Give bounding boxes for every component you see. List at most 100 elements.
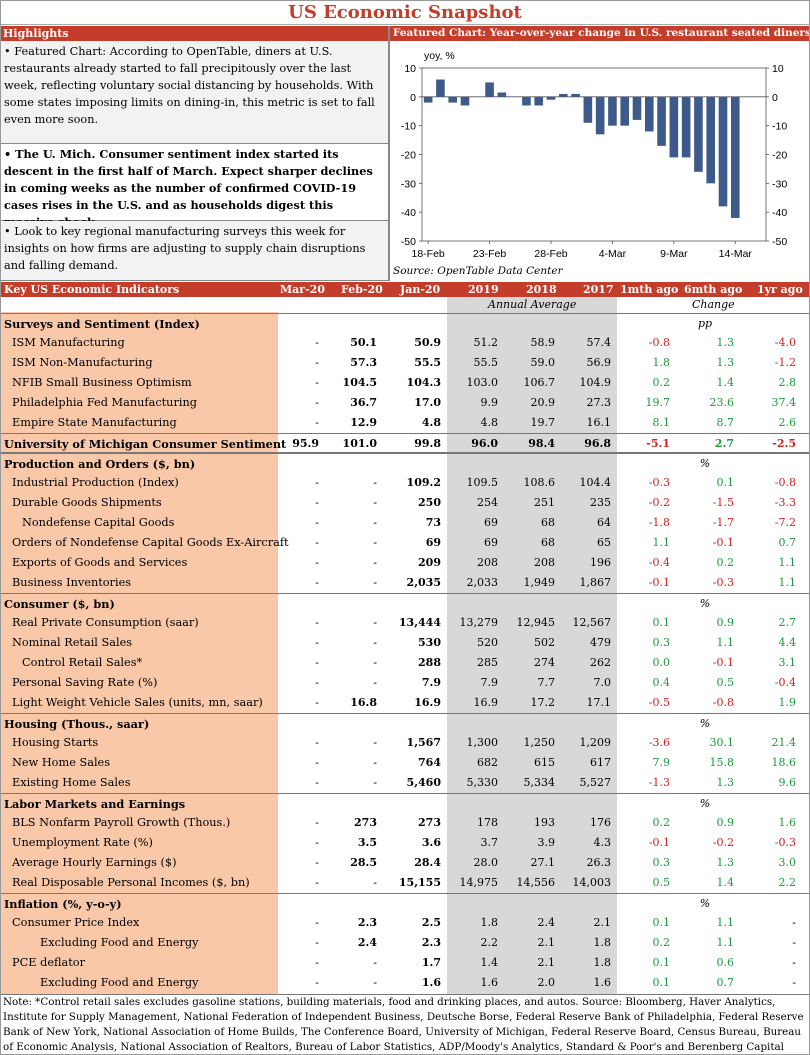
cell-value: 108.6 [523, 476, 556, 489]
change-value: 1.3 [716, 356, 735, 369]
cell-value: 9.9 [480, 396, 499, 409]
change-value: -0.8 [712, 696, 734, 709]
cell-value: - [373, 496, 377, 509]
change-value: -4.0 [774, 336, 796, 349]
section-title: Housing (Thous., saar) [4, 717, 150, 731]
cell-value: 58.9 [530, 336, 556, 349]
change-value: 2.7 [714, 437, 734, 450]
x-tick-label: 28-Feb [534, 248, 567, 260]
change-value: 1.8 [652, 356, 671, 369]
x-tick-label: 23-Feb [473, 248, 506, 260]
cell-value: 69 [484, 516, 498, 529]
section-header: Consumer ($, bn)% [0, 593, 810, 613]
cell-value: - [315, 756, 319, 769]
change-value: -0.3 [648, 476, 670, 489]
change-value: 9.6 [778, 776, 797, 789]
row-label: ISM Manufacturing [12, 336, 125, 349]
change-value: -0.1 [712, 656, 734, 669]
cell-value: - [315, 736, 319, 749]
cell-value: 98.4 [528, 437, 555, 450]
cell-value: 273 [418, 816, 441, 829]
cell-value: - [373, 956, 377, 969]
cell-value: 16.9 [414, 696, 441, 709]
cell-value: 1.6 [593, 976, 612, 989]
change-value: -3.3 [774, 496, 796, 509]
cell-value: 56.9 [586, 356, 612, 369]
row-label: Average Hourly Earnings ($) [12, 856, 177, 869]
chart-bar [644, 96, 654, 132]
table-row: ISM Manufacturing - 50.1 50.9 51.2 58.9 57.4 -0… [0, 333, 810, 353]
cell-value: 7.9 [421, 676, 441, 689]
cell-value: 7.0 [593, 676, 612, 689]
table-row: Exports of Goods and Services - - 209 208 208… [0, 553, 810, 573]
cell-value: 1,300 [466, 736, 499, 749]
change-value: 0.7 [778, 536, 797, 549]
chart-bar [522, 96, 531, 106]
row-label: Housing Starts [12, 736, 99, 749]
cell-value: 502 [534, 636, 555, 649]
y-tick-label-right: 0 [772, 92, 778, 104]
y-tick-label-right: -30 [772, 178, 787, 190]
cell-value: 273 [354, 816, 377, 829]
cell-value: 1,867 [579, 576, 612, 589]
cell-value: 106.7 [523, 376, 556, 389]
cell-value: - [315, 376, 319, 389]
cell-value: 57.4 [586, 336, 612, 349]
cell-value: 1,209 [579, 736, 612, 749]
cell-value: - [315, 816, 319, 829]
cell-value: 14,003 [572, 876, 612, 889]
table-row: Philadelphia Fed Manufacturing - 36.7 17.0 9… [0, 393, 810, 413]
col-header: 1yr ago [757, 283, 803, 296]
change-value: 2.2 [778, 876, 797, 889]
cell-value: - [315, 836, 319, 849]
cell-value: - [373, 736, 377, 749]
table-row: BLS Nonfarm Payroll Growth (Thous.) - 273 2… [0, 813, 810, 833]
table-row: Empire State Manufacturing - 12.9 4.8 4.8 19.… [0, 413, 810, 433]
cell-value: 59.0 [530, 356, 556, 369]
change-value: -0.4 [774, 676, 796, 689]
cell-value: 288 [418, 656, 441, 669]
change-value: 0.7 [716, 976, 735, 989]
col-header: 1mth ago [620, 283, 679, 296]
chart-bar [485, 82, 494, 97]
change-value: 0.5 [716, 676, 735, 689]
cell-value: 13,279 [459, 616, 499, 629]
cell-value: - [315, 656, 319, 669]
change-value: 0.2 [716, 556, 735, 569]
cell-value: 103.0 [466, 376, 499, 389]
section-title: Production and Orders ($, bn) [4, 457, 196, 471]
row-label: BLS Nonfarm Payroll Growth (Thous.) [12, 816, 231, 829]
table-row: ISM Non-Manufacturing - 57.3 55.5 55.5 59.0 56… [0, 353, 810, 373]
chart-bar [423, 96, 433, 103]
col-header: 2017 [583, 283, 614, 296]
cell-value: 176 [590, 816, 611, 829]
change-value: 15.8 [709, 756, 735, 769]
table-row: PCE deflator - - 1.7 1.4 2.1 1.8 0.1 0.6 - [0, 953, 810, 973]
cell-value: 65 [597, 536, 611, 549]
change-value: 1.4 [716, 376, 735, 389]
chart-bar [460, 96, 470, 106]
cell-value: 96.8 [584, 437, 611, 450]
cell-value: 68 [541, 536, 555, 549]
y-tick-label-right: -40 [772, 207, 787, 219]
change-value: 37.4 [771, 396, 797, 409]
y-tick-label: -10 [401, 121, 416, 133]
row-label: Nondefense Capital Goods [22, 516, 175, 529]
highlight-item: • Featured Chart: According to OpenTable… [0, 41, 388, 144]
cell-value: 17.0 [414, 396, 441, 409]
row-label: Philadelphia Fed Manufacturing [12, 396, 197, 409]
col-header: Mar-20 [280, 283, 325, 296]
cell-value: 51.2 [473, 336, 499, 349]
highlight-item: • Look to key regional manufacturing sur… [0, 221, 388, 281]
section-title: Labor Markets and Earnings [4, 797, 186, 811]
cell-value: 64 [597, 516, 611, 529]
change-value: -0.2 [648, 496, 670, 509]
cell-value: - [373, 636, 377, 649]
cell-value: 1,949 [523, 576, 556, 589]
table-row: Personal Saving Rate (%) - - 7.9 7.9 7.7 7.0 0.… [0, 673, 810, 693]
chart-bar [632, 96, 642, 120]
change-value: -1.5 [712, 496, 734, 509]
cell-value: 2.1 [537, 936, 556, 949]
x-tick-label: 14-Mar [719, 248, 753, 260]
change-value: 19.7 [645, 396, 671, 409]
